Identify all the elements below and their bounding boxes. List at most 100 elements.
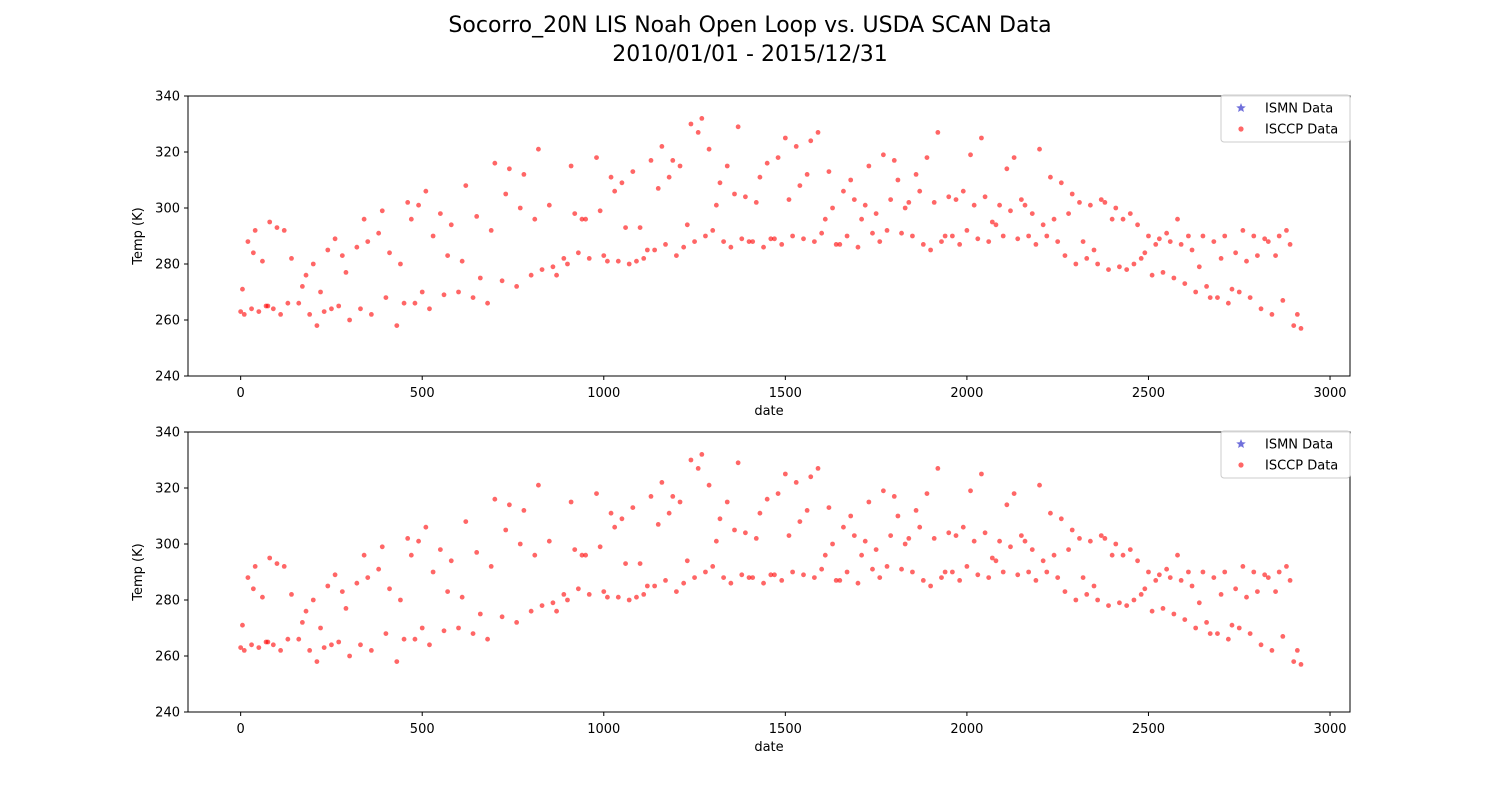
- x-tick-label: 0: [237, 386, 245, 401]
- data-point: [536, 482, 541, 488]
- data-point: [307, 648, 313, 653]
- data-point: [1073, 261, 1079, 267]
- data-point: [761, 580, 766, 586]
- data-point: [477, 275, 483, 281]
- data-point: [1091, 583, 1097, 589]
- data-point: [260, 258, 265, 264]
- data-point: [997, 538, 1002, 544]
- data-point: [920, 242, 926, 247]
- data-point: [1287, 242, 1293, 247]
- data-point: [1171, 275, 1177, 281]
- data-point: [1211, 239, 1217, 245]
- data-point: [437, 211, 443, 217]
- data-point: [1117, 600, 1122, 606]
- data-point: [873, 547, 879, 552]
- data-point: [387, 250, 392, 256]
- data-point: [405, 200, 411, 205]
- data-point: [1229, 622, 1235, 628]
- data-point: [485, 636, 490, 642]
- data-point: [1218, 592, 1224, 597]
- data-point: [1106, 267, 1111, 272]
- y-tick-label: 280: [155, 594, 180, 609]
- data-point: [808, 138, 814, 144]
- data-point: [299, 284, 305, 289]
- data-point: [1175, 552, 1180, 558]
- data-point: [347, 317, 352, 323]
- data-point: [1095, 597, 1101, 603]
- data-point: [688, 457, 694, 463]
- x-tick-label: 1500: [769, 722, 802, 737]
- data-point: [1200, 233, 1206, 239]
- data-point: [1127, 211, 1133, 217]
- data-point: [743, 530, 748, 536]
- data-point: [383, 631, 389, 636]
- data-point: [561, 592, 567, 597]
- data-point: [329, 306, 334, 312]
- data-point: [1196, 600, 1202, 606]
- data-point: [811, 575, 817, 580]
- data-point: [957, 242, 963, 247]
- data-point: [1026, 569, 1032, 575]
- x-tick-label: 3000: [1313, 386, 1346, 401]
- data-point: [354, 580, 360, 586]
- data-point: [721, 239, 727, 245]
- data-point: [1294, 312, 1300, 317]
- x-tick-label: 500: [410, 386, 435, 401]
- data-point: [318, 289, 323, 295]
- data-point: [463, 183, 469, 189]
- data-point: [463, 519, 469, 524]
- data-point: [1258, 642, 1264, 648]
- data-point: [365, 575, 371, 580]
- legend-box: [1220, 430, 1351, 479]
- data-point: [572, 547, 578, 552]
- data-point: [423, 524, 429, 530]
- data-point: [1164, 566, 1170, 572]
- data-point: [528, 608, 534, 614]
- data-point: [902, 541, 908, 547]
- data-point: [888, 197, 894, 203]
- data-point: [289, 592, 294, 597]
- data-point: [1051, 552, 1057, 558]
- data-point: [1215, 295, 1220, 300]
- data-point: [1080, 239, 1086, 245]
- data-point: [401, 636, 407, 642]
- data-point: [608, 174, 614, 180]
- data-point: [743, 194, 748, 200]
- data-point: [430, 569, 436, 575]
- data-point: [768, 572, 774, 578]
- data-point: [1160, 606, 1166, 611]
- data-point: [877, 239, 883, 245]
- data-point: [1131, 597, 1137, 603]
- data-point: [1149, 272, 1155, 278]
- data-point: [325, 583, 331, 589]
- data-point: [681, 244, 687, 250]
- data-point: [605, 258, 610, 264]
- data-point: [1087, 202, 1093, 208]
- data-point: [855, 244, 861, 250]
- data-point: [1004, 166, 1010, 172]
- data-point: [1037, 146, 1042, 152]
- data-point: [779, 242, 785, 247]
- data-point: [252, 228, 258, 233]
- y-axis-label: Temp (K): [131, 543, 146, 601]
- y-tick-label: 280: [155, 258, 180, 273]
- data-point: [942, 569, 948, 575]
- data-point: [416, 538, 421, 544]
- data-point: [1265, 239, 1271, 245]
- data-point: [1018, 197, 1024, 203]
- data-point: [1284, 228, 1289, 233]
- data-point: [801, 572, 806, 578]
- data-point: [739, 572, 745, 578]
- data-point: [383, 295, 389, 300]
- data-point: [655, 522, 661, 527]
- data-point: [891, 494, 897, 499]
- data-point: [1029, 211, 1035, 217]
- data-point: [764, 160, 770, 166]
- data-point: [1040, 222, 1046, 228]
- data-point: [746, 575, 752, 580]
- data-point: [862, 538, 868, 544]
- data-point: [877, 575, 883, 580]
- data-point: [619, 180, 625, 186]
- data-point: [1255, 589, 1260, 594]
- data-point: [565, 261, 570, 267]
